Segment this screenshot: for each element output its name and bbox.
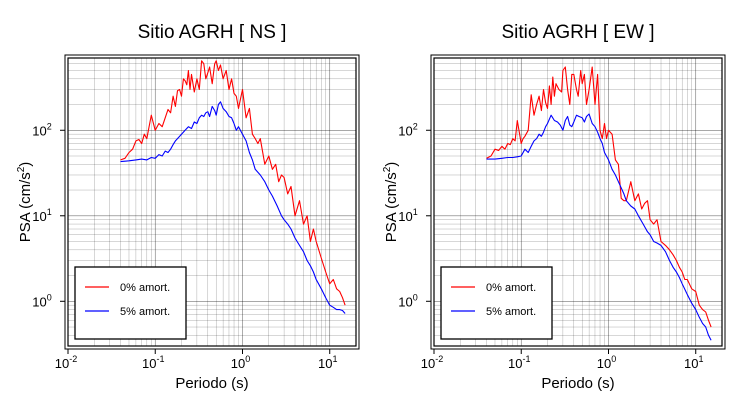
legend-box — [440, 266, 553, 340]
x-tick-label: 100 — [231, 354, 250, 371]
legend: 0% amort. 5% amort. — [440, 266, 553, 340]
x-tick-label: 101 — [684, 354, 703, 371]
y-axis-label-close: ) — [17, 162, 34, 167]
series-line-amort-5 — [120, 101, 346, 314]
y-tick-exp: 0 — [413, 292, 418, 302]
x-tick-exp: 1 — [698, 354, 703, 364]
x-tick-exp: 1 — [332, 354, 337, 364]
x-axis-label: Periodo (s) — [541, 375, 614, 392]
x-tick-base: 10 — [318, 356, 332, 371]
x-tick-label: 10-1 — [142, 354, 164, 371]
x-tick-label: 10-2 — [421, 354, 443, 371]
y-tick-label: 100 — [398, 292, 417, 309]
y-axis-label: PSA (cm/s2) — [382, 162, 400, 243]
x-tick-label: 10-1 — [508, 354, 530, 371]
chart-title: Sitio AGRH [ NS ] — [138, 22, 287, 43]
x-tick-base: 10 — [55, 356, 69, 371]
plot-frame-outer — [64, 54, 360, 350]
y-tick-exp: 0 — [47, 292, 52, 302]
plot-frame — [433, 57, 723, 347]
plot-frame-outer — [430, 54, 726, 350]
x-tick-exp: -2 — [69, 354, 77, 364]
x-tick-label: 10-2 — [55, 354, 77, 371]
x-tick-base: 10 — [597, 356, 611, 371]
legend-label: 0% amort. — [486, 282, 536, 294]
x-axis-label: Periodo (s) — [175, 375, 248, 392]
legend-label: 5% amort. — [120, 306, 170, 318]
y-axis-label-main: PSA (cm/s — [17, 172, 34, 242]
y-tick-exp: 2 — [47, 121, 52, 131]
y-tick-label: 102 — [32, 121, 51, 138]
chart-ew: Sitio AGRH [ EW ]10-2 10-1 100 101100101102… — [382, 22, 726, 392]
x-tick-base: 10 — [231, 356, 245, 371]
x-tick-exp: 0 — [611, 354, 616, 364]
x-tick-base: 10 — [142, 356, 156, 371]
x-tick-exp: -1 — [156, 354, 164, 364]
y-tick-base: 10 — [32, 209, 46, 224]
y-axis-label-main: PSA (cm/s — [383, 172, 400, 242]
y-tick-label: 101 — [398, 207, 417, 224]
y-tick-label: 100 — [32, 292, 51, 309]
y-tick-base: 10 — [398, 294, 412, 309]
series-line-amort-0 — [486, 66, 712, 328]
y-tick-base: 10 — [398, 209, 412, 224]
y-tick-label: 101 — [32, 207, 51, 224]
y-tick-exp: 1 — [413, 207, 418, 217]
series-line-amort-5 — [486, 113, 712, 341]
legend-box — [74, 266, 187, 340]
y-axis-label-close: ) — [383, 162, 400, 167]
x-tick-base: 10 — [684, 356, 698, 371]
y-tick-exp: 2 — [413, 121, 418, 131]
series-line-amort-0 — [120, 60, 346, 306]
plot-frame — [67, 57, 357, 347]
x-tick-base: 10 — [508, 356, 522, 371]
y-axis-label-sup: 2 — [16, 166, 27, 172]
legend-label: 0% amort. — [120, 282, 170, 294]
y-tick-base: 10 — [32, 123, 46, 138]
x-tick-label: 101 — [318, 354, 337, 371]
x-tick-base: 10 — [421, 356, 435, 371]
y-tick-base: 10 — [32, 294, 46, 309]
x-tick-exp: -1 — [522, 354, 530, 364]
y-tick-label: 102 — [398, 121, 417, 138]
y-tick-exp: 1 — [47, 207, 52, 217]
x-tick-exp: 0 — [245, 354, 250, 364]
chart-title: Sitio AGRH [ EW ] — [501, 22, 654, 43]
y-axis-label: PSA (cm/s2) — [16, 162, 34, 243]
x-tick-exp: -2 — [435, 354, 443, 364]
y-axis-label-sup: 2 — [382, 166, 393, 172]
legend-label: 5% amort. — [486, 306, 536, 318]
x-tick-label: 100 — [597, 354, 616, 371]
chart-ns: Sitio AGRH [ NS ]10-2 10-1 100 101100101102… — [16, 22, 360, 392]
legend: 0% amort. 5% amort. — [74, 266, 187, 340]
y-tick-base: 10 — [398, 123, 412, 138]
